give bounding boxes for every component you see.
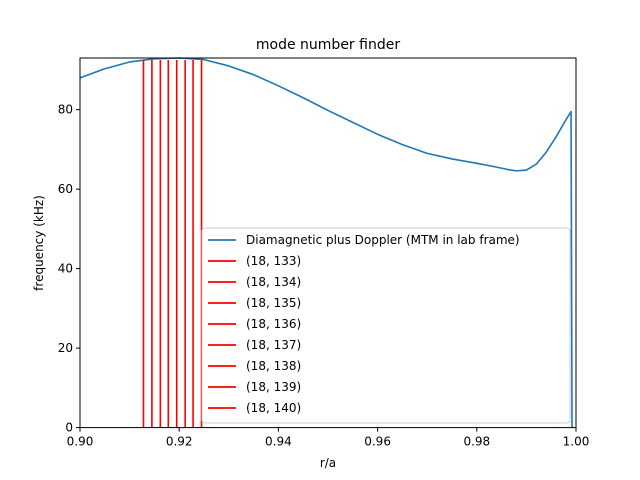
y-axis: 0 20 40 60 80 bbox=[58, 103, 80, 435]
legend-box bbox=[201, 227, 571, 424]
x-tick-label: 0.94 bbox=[265, 435, 292, 449]
y-tick-label: 20 bbox=[58, 341, 73, 355]
y-axis-label: frequency (kHz) bbox=[32, 195, 46, 291]
legend: Diamagnetic plus Doppler (MTM in lab fra… bbox=[201, 227, 571, 424]
y-tick-label: 80 bbox=[58, 103, 73, 117]
legend-entry: (18, 135) bbox=[246, 296, 301, 310]
legend-entry: (18, 136) bbox=[246, 317, 301, 331]
y-tick-label: 40 bbox=[58, 262, 73, 276]
series-line-0 bbox=[79, 57, 573, 428]
legend-entry: (18, 134) bbox=[246, 275, 301, 289]
x-tick-label: 0.98 bbox=[463, 435, 490, 449]
x-axis: 0.90 0.92 0.94 0.96 0.98 1.00 bbox=[67, 427, 590, 449]
y-tick-label: 0 bbox=[65, 421, 73, 435]
x-tick-label: 0.92 bbox=[166, 435, 193, 449]
y-tick-label: 60 bbox=[58, 182, 73, 196]
x-tick-label: 0.90 bbox=[67, 435, 94, 449]
x-tick-label: 0.96 bbox=[364, 435, 391, 449]
legend-entry: (18, 139) bbox=[246, 380, 301, 394]
legend-entry: (18, 133) bbox=[246, 254, 301, 268]
legend-entry: (18, 140) bbox=[246, 401, 301, 415]
x-axis-label: r/a bbox=[320, 456, 336, 470]
legend-entry: (18, 138) bbox=[246, 359, 301, 373]
x-tick-label: 1.00 bbox=[563, 435, 590, 449]
legend-entry: (18, 137) bbox=[246, 338, 301, 352]
legend-entry: Diamagnetic plus Doppler (MTM in lab fra… bbox=[246, 233, 520, 247]
chart-title: mode number finder bbox=[256, 37, 400, 53]
plot-frame bbox=[79, 57, 577, 429]
